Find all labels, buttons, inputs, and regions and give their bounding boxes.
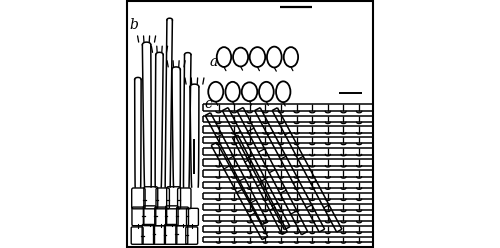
Text: a: a [209, 55, 218, 69]
Text: b: b [130, 18, 138, 32]
Text: c: c [204, 97, 212, 111]
